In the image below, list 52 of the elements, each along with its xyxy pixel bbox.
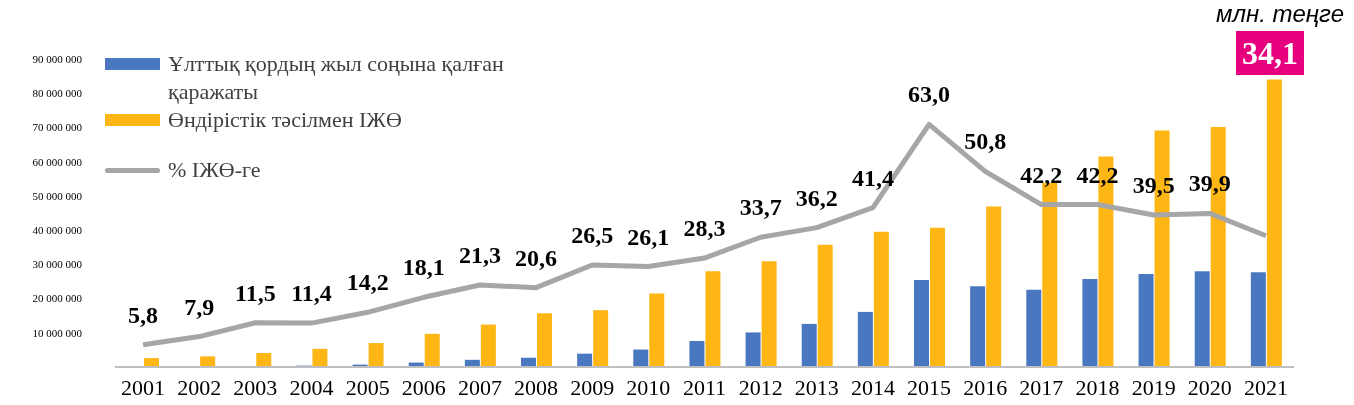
x-tick-label: 2005 [345,374,390,400]
x-tick-label: 2019 [1131,374,1176,400]
text: млн. теңге [1216,0,1344,28]
legend-label: Өндірістік тәсілмен ІЖӨ [168,106,402,134]
x-tick-label: 2012 [738,374,783,400]
data-label: 14,2 [346,269,389,296]
y-tick-label: 70 000 000 [32,121,83,134]
data-label: 26,1 [627,223,670,250]
data-label: 18,1 [402,254,445,281]
annotation: 34,1 [1236,31,1304,75]
x-tick-label: 2002 [177,374,222,400]
x-tick-label: 2013 [794,374,839,400]
x-tick-label: 2018 [1075,374,1120,400]
x-tick-label: 2015 [907,374,952,400]
data-label: 5,8 [128,301,159,328]
y-tick-label: 50 000 000 [32,189,83,202]
y-tick-label: 20 000 000 [32,292,83,305]
data-label: 11,4 [291,280,332,307]
data-label: 50,8 [964,128,1007,155]
y-tick-label: 80 000 000 [32,87,83,100]
y-tick-label: 10 000 000 [32,326,83,339]
data-label: 63,0 [908,81,951,108]
data-label: 33,7 [739,194,782,221]
x-tick-label: 2017 [1019,374,1064,400]
legend-label: Ұлттық қордың жыл соңына қалған қаражаты [168,50,505,106]
data-label: 28,3 [683,215,726,242]
x-tick-label: 2006 [401,374,446,400]
data-label: 20,6 [515,244,558,271]
data-label: 7,9 [184,293,215,320]
x-tick-label: 2007 [457,374,502,400]
y-tick-label: 60 000 000 [32,155,83,168]
data-label: 41,4 [851,164,894,191]
x-tick-label: 2003 [233,374,278,400]
x-tick-label: 2010 [626,374,671,400]
data-label: 36,2 [795,184,838,211]
y-tick-label: 90 000 000 [32,52,83,65]
x-tick-label: 2020 [1187,374,1232,400]
legend-label: % ІЖӨ-ге [168,156,261,184]
x-tick-label: 2001 [121,374,166,400]
x-tick-label: 2016 [963,374,1008,400]
data-label: 21,3 [458,241,501,268]
data-label: 11,5 [235,279,276,306]
x-tick-label: 2008 [514,374,559,400]
x-tick-label: 2009 [570,374,615,400]
y-tick-label: 40 000 000 [32,224,83,237]
x-tick-label: 2014 [850,374,895,400]
y-tick-label: 30 000 000 [32,258,83,271]
x-tick-label: 2004 [289,374,334,400]
data-label: 26,5 [571,221,614,248]
x-tick-label: 2011 [682,374,727,400]
data-label: 42,2 [1020,161,1063,188]
x-tick-label: 2021 [1243,374,1288,400]
